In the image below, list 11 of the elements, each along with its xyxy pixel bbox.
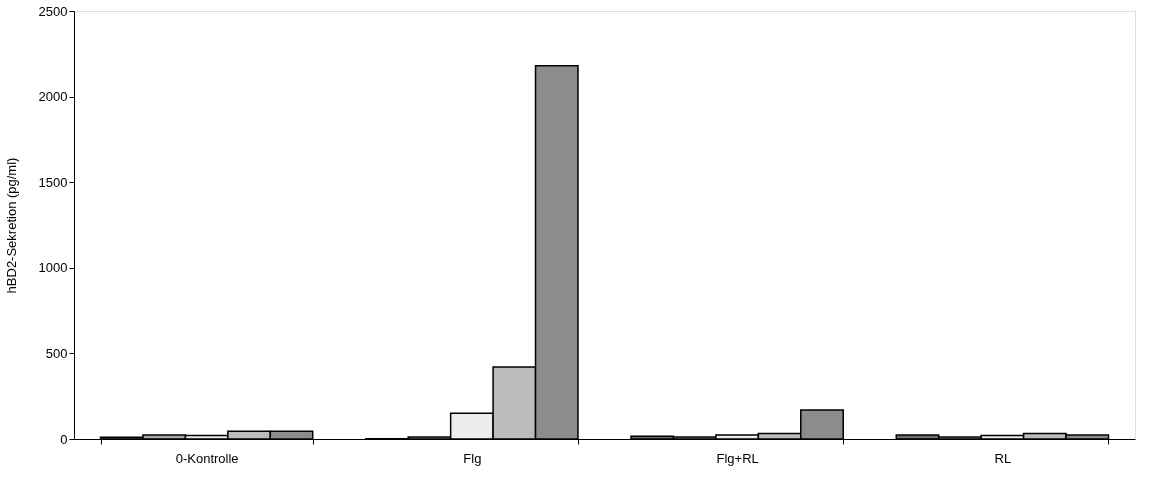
y-tick-label: 2500 <box>38 3 68 19</box>
y-tick-label: 2000 <box>38 89 68 105</box>
x-tick-label: Flg+RL <box>716 450 759 466</box>
y-tick-label: 1000 <box>38 260 68 276</box>
x-tick-label: 0-Kontrolle <box>175 450 239 466</box>
y-tick-label: 500 <box>45 345 68 361</box>
y-axis-title: hBD2-Sekretion (pg/ml) <box>3 157 19 294</box>
y-tick-label: 0 <box>60 431 68 447</box>
x-tick-label: Flg <box>463 450 482 466</box>
x-tick-label: RL <box>994 450 1012 466</box>
y-tick-label: 1500 <box>38 174 68 190</box>
